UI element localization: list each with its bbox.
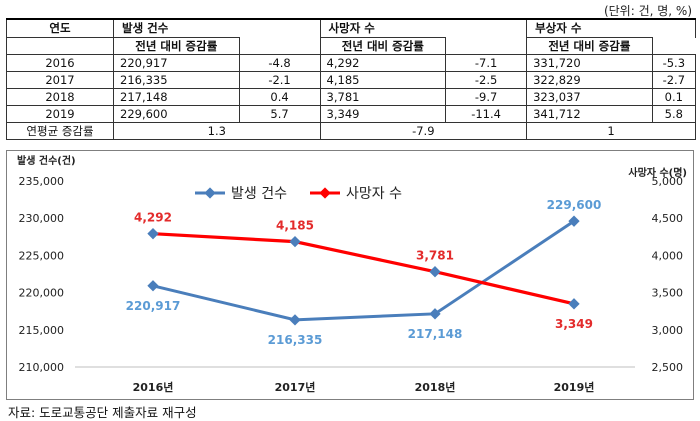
left-tick-label: 230,000 xyxy=(19,212,65,225)
x-tick-label: 2019년 xyxy=(554,380,595,394)
data-point xyxy=(147,280,159,292)
cagr-injured: 1 xyxy=(526,122,696,140)
x-tick-label: 2018년 xyxy=(415,380,456,394)
deaths-change-cell: -7.1 xyxy=(445,54,528,72)
data-point xyxy=(429,266,441,278)
table-row: 2018 217,148 0.4 3,781 -9.7 323,037 0.1 xyxy=(6,88,697,106)
year-cell: 2017 xyxy=(6,71,114,89)
table-subheader-row: 전년 대비 증감률 전년 대비 증감률 전년 대비 증감률 xyxy=(6,37,696,55)
data-label: 4,292 xyxy=(134,211,172,225)
data-point xyxy=(429,308,441,320)
accidents-cell: 216,335 xyxy=(113,71,240,89)
data-label: 217,148 xyxy=(408,327,463,341)
accidents-cell: 220,917 xyxy=(113,54,240,72)
table-row: 2019 229,600 5.7 3,349 -11.4 341,712 5.8 xyxy=(6,105,697,123)
data-label: 229,600 xyxy=(547,198,602,212)
chart-legend: 발생 건수 사망자 수 xyxy=(195,186,402,202)
left-tick-label: 215,000 xyxy=(19,324,65,337)
table-header-row: 연도 발생 건수 사망자 수 부상자 수 xyxy=(6,18,696,38)
right-tick-label: 4,500 xyxy=(652,212,684,225)
yoy-change-subheader: 전년 대비 증감률 xyxy=(113,37,240,55)
data-label: 220,917 xyxy=(126,299,181,313)
right-tick-label: 4,000 xyxy=(652,249,684,262)
data-point xyxy=(568,215,580,227)
series-line-1 xyxy=(152,232,575,306)
data-point xyxy=(289,235,301,248)
legend-marker xyxy=(319,187,331,199)
right-tick-label: 3,500 xyxy=(652,287,684,300)
injured-cell: 323,037 xyxy=(526,88,653,106)
year-column-header: 연도 xyxy=(6,18,114,38)
legend-label: 발생 건수 xyxy=(231,186,287,202)
x-tick-label: 2017년 xyxy=(275,380,316,394)
series-line-0 xyxy=(152,219,575,322)
data-label: 216,335 xyxy=(268,333,323,347)
cagr-label: 연평균 증감률 xyxy=(6,122,114,140)
accidents-change-cell: -2.1 xyxy=(238,71,321,89)
left-tick-label: 220,000 xyxy=(19,287,65,300)
left-axis-label: 발생 건수(건) xyxy=(17,154,76,167)
cagr-deaths: -7.9 xyxy=(319,122,528,140)
data-point xyxy=(289,314,301,326)
injured-change-cell: -5.3 xyxy=(651,54,697,72)
injured-cell: 331,720 xyxy=(526,54,653,72)
cagr-row: 연평균 증감률 1.3 -7.9 1 xyxy=(6,122,696,140)
data-point xyxy=(568,298,580,310)
right-tick-label: 2,500 xyxy=(652,361,684,374)
deaths-cell: 4,292 xyxy=(319,54,447,72)
deaths-cell: 3,349 xyxy=(319,105,447,123)
accidents-change-cell: -4.8 xyxy=(238,54,321,72)
deaths-cell: 3,781 xyxy=(319,88,447,106)
injured-cell: 341,712 xyxy=(526,105,653,123)
accidents-change-cell: 0.4 xyxy=(238,88,321,106)
left-tick-label: 235,000 xyxy=(19,175,65,188)
yoy-change-subheader: 전년 대비 증감률 xyxy=(319,37,447,55)
data-point xyxy=(147,228,159,240)
data-label: 3,781 xyxy=(416,249,454,263)
data-label: 3,349 xyxy=(555,317,593,331)
data-label: 4,185 xyxy=(276,219,314,233)
left-tick-label: 225,000 xyxy=(19,249,65,262)
accidents-change-cell: 5.7 xyxy=(238,105,321,123)
yoy-change-subheader: 전년 대비 증감률 xyxy=(526,37,653,55)
deaths-group-header: 사망자 수 xyxy=(319,18,528,38)
injured-change-cell: 5.8 xyxy=(651,105,697,123)
right-tick-label: 5,000 xyxy=(652,175,684,188)
group-value-subheader xyxy=(445,37,527,55)
legend-marker xyxy=(204,187,216,199)
chart-container: 발생 건수(건) 사망자 수(명) 210,000 215,000 220,000 2… xyxy=(6,150,694,400)
left-tick-label: 210,000 xyxy=(19,361,65,374)
injured-group-header: 부상자 수 xyxy=(526,18,696,38)
group-value-subheader xyxy=(238,37,321,55)
accidents-cell: 229,600 xyxy=(113,105,240,123)
deaths-change-cell: -2.5 xyxy=(445,71,528,89)
injured-change-cell: -2.7 xyxy=(651,71,697,89)
deaths-cell: 4,185 xyxy=(319,71,447,89)
x-tick-label: 2016년 xyxy=(133,380,174,394)
year-cell: 2016 xyxy=(6,54,114,72)
cagr-accidents: 1.3 xyxy=(113,122,321,140)
accidents-cell: 217,148 xyxy=(113,88,240,106)
table-row: 2016 220,917 -4.8 4,292 -7.1 331,720 -5.3 xyxy=(6,54,697,72)
year-cell: 2018 xyxy=(6,88,114,106)
injured-change-cell: 0.1 xyxy=(651,88,697,106)
right-axis-label: 사망자 수(명) xyxy=(628,166,687,179)
unit-note: (단위: 건, 명, %) xyxy=(603,4,692,18)
year-cell: 2019 xyxy=(6,105,114,123)
right-tick-label: 3,000 xyxy=(652,324,684,337)
accidents-group-header: 발생 건수 xyxy=(113,18,321,38)
injured-cell: 322,829 xyxy=(526,71,653,89)
source-note: 자료: 도로교통공단 제출자료 재구성 xyxy=(8,405,197,420)
legend-label: 사망자 수 xyxy=(346,186,402,202)
deaths-change-cell: -9.7 xyxy=(445,88,528,106)
deaths-change-cell: -11.4 xyxy=(445,105,528,123)
table-row: 2017 216,335 -2.1 4,185 -2.5 322,829 -2.7 xyxy=(6,71,697,89)
group-value-subheader xyxy=(6,37,114,55)
line-chart: 발생 건수(건) 사망자 수(명) 210,000 215,000 220,000 2… xyxy=(17,154,687,394)
statistics-table: 연도 발생 건수 사망자 수 부상자 수 전년 대비 증감률 전년 대비 증감률 전… xyxy=(6,18,697,140)
